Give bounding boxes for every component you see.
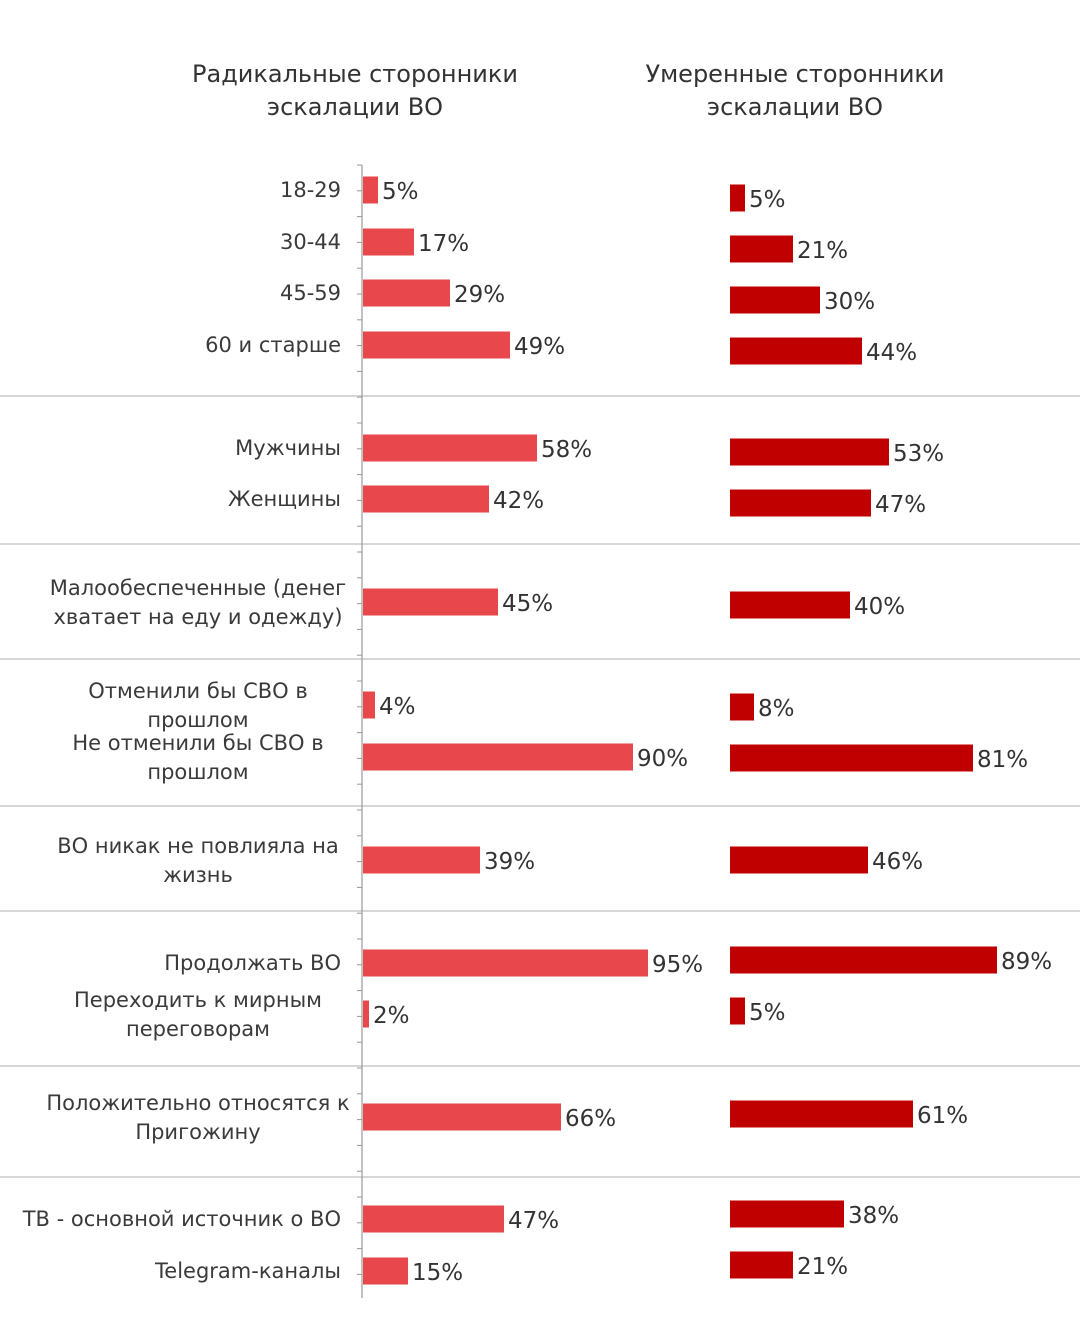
value-label-radical: 90% [637,746,688,772]
value-label-radical: 47% [508,1208,559,1234]
bar-moderate [730,337,862,365]
category-label: ВО никак не повлияла на жизнь [57,834,338,887]
value-label-moderate: 61% [917,1103,968,1129]
category-label-line: Не отменили бы СВО в [72,731,323,755]
value-label-radical: 45% [502,591,553,617]
category-label-line: прошлом [147,708,248,732]
category-label: Telegram-каналы [154,1259,341,1283]
value-label-moderate: 53% [893,441,944,467]
value-label-moderate: 46% [872,849,923,875]
category-label-line: прошлом [147,760,248,784]
bar-radical [363,434,537,462]
right-series-header: Умеренные сторонники эскалации ВО [645,60,945,121]
value-label-radical: 29% [454,282,505,308]
value-label-radical: 15% [412,1260,463,1286]
bar-radical [363,1257,408,1285]
bar-moderate [730,438,889,466]
bar-radical [363,176,378,204]
category-label-line: Переходить к мирным [74,988,322,1012]
value-label-moderate: 38% [848,1203,899,1229]
value-label-radical: 17% [418,231,469,257]
category-label: Отменили бы СВО в прошлом [88,679,308,732]
value-label-moderate: 44% [866,340,917,366]
bar-radical [363,743,633,771]
category-label: 18-29 [280,178,341,202]
value-label-moderate: 40% [854,594,905,620]
value-label-radical: 49% [514,334,565,360]
category-label-line: ВО никак не повлияла на [57,834,338,858]
bar-moderate [730,1200,844,1228]
bar-radical [363,331,510,359]
bar-radical [363,485,489,513]
bar-radical [363,1205,504,1233]
category-label-line: Отменили бы СВО в [88,679,308,703]
value-label-radical: 5% [382,179,419,205]
value-label-moderate: 5% [749,1000,786,1026]
bar-moderate [730,997,745,1025]
bar-moderate [730,693,754,721]
value-label-moderate: 81% [977,747,1028,773]
value-label-moderate: 47% [875,492,926,518]
category-label-line: Пригожину [135,1120,260,1144]
bar-moderate [730,235,793,263]
bar-moderate [730,286,820,314]
bar-radical [363,228,414,256]
value-label-moderate: 8% [758,696,795,722]
value-label-moderate: 5% [749,187,786,213]
bar-moderate [730,946,997,974]
bar-moderate [730,846,868,874]
bar-radical [363,691,375,719]
category-label: 30-44 [280,230,341,254]
bar-moderate [730,1100,913,1128]
bar-radical [363,1000,369,1028]
category-label-line: хватает на еду и одежду) [53,605,342,629]
value-label-radical: 39% [484,849,535,875]
value-label-radical: 66% [565,1106,616,1132]
bar-moderate [730,744,973,772]
bar-radical [363,588,498,616]
bar-moderate [730,1251,793,1279]
category-label: Продолжать ВО [164,951,341,975]
bar-radical [363,1103,561,1131]
value-label-moderate: 21% [797,238,848,264]
category-label: 60 и старше [205,333,341,357]
value-label-moderate: 30% [824,289,875,315]
category-label-line: Малообеспеченные (денег [50,576,346,600]
value-label-radical: 95% [652,952,703,978]
category-label: Женщины [228,487,341,511]
value-label-radical: 58% [541,437,592,463]
category-label: ТВ - основной источник о ВО [22,1207,341,1231]
category-label: Положительно относятся к Пригожину [46,1091,349,1144]
bar-moderate [730,489,871,517]
bar-radical [363,949,648,977]
bar-radical [363,846,480,874]
category-label: Не отменили бы СВО в прошлом [72,731,323,784]
category-label: Переходить к мирным переговорам [74,988,322,1041]
left-series-header: Радикальные сторонники эскалации ВО [192,60,518,121]
value-label-radical: 42% [493,488,544,514]
value-label-moderate: 89% [1001,949,1052,975]
value-label-radical: 4% [379,694,416,720]
value-label-radical: 2% [373,1003,410,1029]
category-label: 45-59 [280,281,341,305]
value-label-moderate: 21% [797,1254,848,1280]
bar-radical [363,279,450,307]
bar-moderate [730,591,850,619]
category-label-line: жизнь [163,863,233,887]
bar-moderate [730,184,745,212]
category-label-line: переговорам [126,1017,270,1041]
category-label-line: Положительно относятся к [46,1091,349,1115]
category-label: Мужчины [235,436,341,460]
category-label: Малообеспеченные (денег хватает на еду и … [50,576,346,629]
